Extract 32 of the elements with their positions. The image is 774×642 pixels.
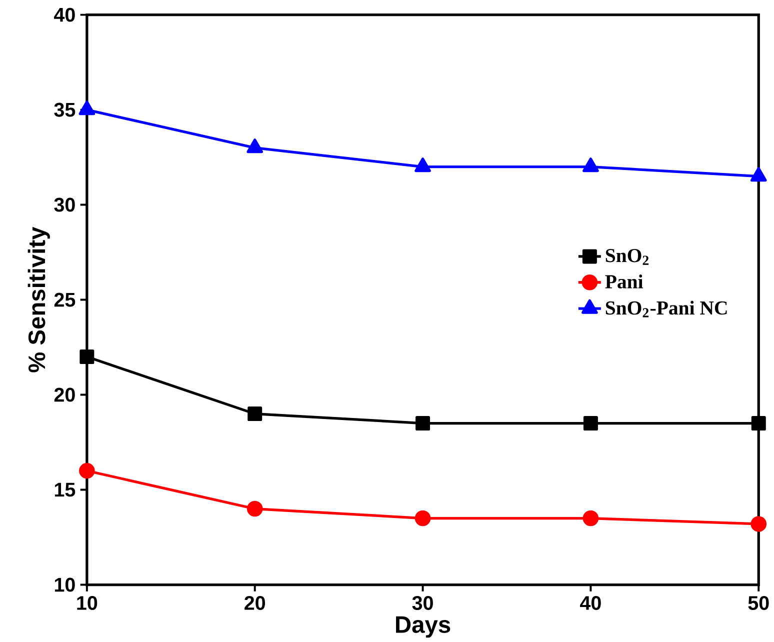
point	[582, 158, 599, 172]
y-tick-label: 20	[54, 388, 75, 402]
point	[414, 510, 431, 526]
point	[78, 100, 96, 116]
point	[750, 167, 767, 182]
legend-label: SnO$_{2}$-Pani NC	[606, 300, 727, 318]
point	[582, 510, 599, 526]
y-axis-title: % Sensitivity	[28, 226, 50, 372]
x-tick-label: 20	[244, 596, 266, 610]
y-tick-label: 15	[54, 482, 76, 497]
point	[750, 516, 767, 532]
x-tick-label: 10	[77, 596, 98, 610]
point	[414, 158, 431, 172]
point	[583, 416, 598, 431]
point	[246, 138, 264, 154]
y-tick-label: 35	[54, 102, 76, 117]
point	[79, 462, 95, 479]
x-axis-title: Days	[396, 616, 450, 638]
point	[246, 500, 263, 517]
point	[751, 416, 766, 431]
y-tick-label: 10	[54, 578, 75, 592]
x-tick-label: 30	[412, 596, 433, 610]
legend-label: SnO$_{2}$	[606, 248, 649, 265]
point	[416, 416, 430, 431]
point	[80, 350, 94, 364]
legend-label: Pani	[605, 274, 644, 288]
x-tick-label: 50	[748, 596, 769, 610]
x-tick-label: 40	[580, 596, 601, 610]
y-tick-label: 25	[54, 292, 76, 307]
point	[248, 406, 262, 422]
y-tick-label: 40	[54, 8, 75, 22]
y-tick-label: 30	[54, 198, 75, 212]
